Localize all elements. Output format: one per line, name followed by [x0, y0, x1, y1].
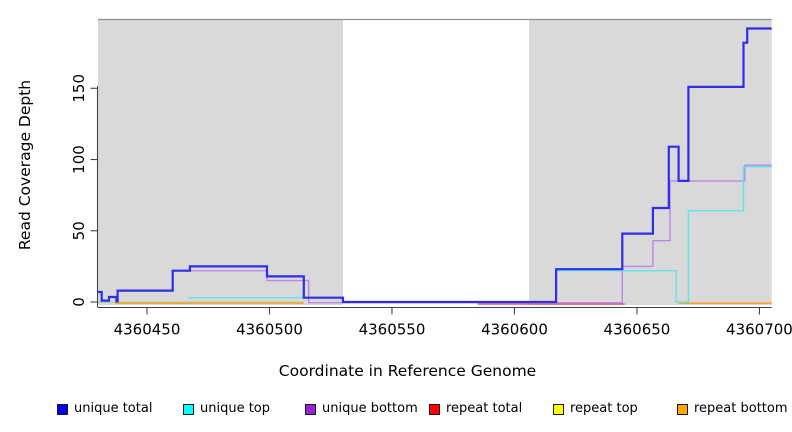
- unique-top-swatch-icon: [183, 403, 194, 415]
- legend-label: unique top: [200, 401, 271, 416]
- repeat-total-swatch-icon: [429, 403, 440, 415]
- shaded-region-0: [98, 19, 343, 305]
- x-tick-label: 4360550: [359, 321, 426, 339]
- y-axis-title: Read Coverage Depth: [16, 79, 34, 251]
- x-tick-label: 4360500: [236, 321, 303, 339]
- y-tick-label: 0: [70, 297, 88, 307]
- y-tick-label: 100: [70, 145, 88, 174]
- legend-label: repeat total: [446, 401, 523, 416]
- repeat-bottom-swatch-icon: [677, 403, 688, 415]
- unique-bottom-swatch-icon: [305, 403, 316, 415]
- legend-label: unique bottom: [322, 401, 418, 416]
- unique-total-swatch-icon: [57, 403, 68, 415]
- legend-item-unique-top: unique top: [183, 401, 270, 417]
- legend-item-repeat-total: repeat total: [429, 401, 522, 417]
- x-tick-label: 4360650: [604, 321, 671, 339]
- series-line-unique-total: [98, 27, 772, 304]
- y-tick-label: 50: [70, 221, 88, 240]
- legend-item-repeat-bottom: repeat bottom: [677, 401, 788, 417]
- series-line-unique-bottom: [188, 164, 772, 304]
- legend-item-unique-bottom: unique bottom: [305, 401, 418, 417]
- legend-label: repeat top: [570, 401, 638, 416]
- legend-label: repeat bottom: [694, 401, 788, 416]
- x-axis-title: Coordinate in Reference Genome: [278, 362, 537, 380]
- legend: unique total unique top unique bottom re…: [0, 401, 792, 423]
- legend-label: unique total: [74, 401, 153, 416]
- legend-item-repeat-top: repeat top: [553, 401, 638, 417]
- y-tick-label: 150: [70, 74, 88, 103]
- x-tick-label: 4360700: [726, 321, 792, 339]
- repeat-top-swatch-icon: [553, 403, 564, 415]
- legend-item-unique-total: unique total: [57, 401, 152, 417]
- x-tick-label: 4360600: [481, 321, 548, 339]
- x-tick-label: 4360450: [114, 321, 181, 339]
- shaded-region-1: [529, 19, 772, 305]
